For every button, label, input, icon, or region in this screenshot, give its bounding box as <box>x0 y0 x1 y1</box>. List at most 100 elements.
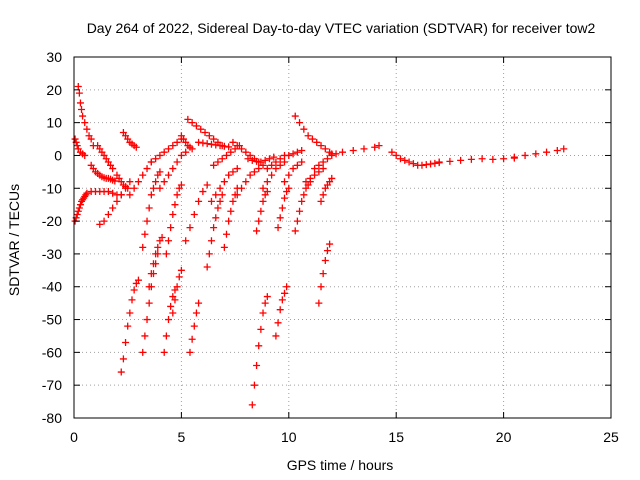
series-arc-g <box>96 178 134 228</box>
data-point <box>291 112 299 120</box>
data-point <box>132 143 140 151</box>
data-point <box>156 168 164 176</box>
series-arc-ap <box>302 165 327 186</box>
data-point <box>263 188 271 196</box>
data-point <box>156 151 164 159</box>
data-point <box>220 243 228 251</box>
data-point <box>311 171 319 179</box>
data-point <box>315 299 323 307</box>
series-arc-aw <box>510 145 568 161</box>
data-point <box>339 148 346 156</box>
data-point <box>289 150 297 158</box>
data-point <box>427 160 435 168</box>
data-point <box>261 156 269 164</box>
y-tick-label: 20 <box>46 82 62 98</box>
data-point <box>119 355 127 363</box>
data-point <box>435 158 443 166</box>
data-point <box>82 191 90 199</box>
data-point <box>216 142 224 150</box>
data-point <box>149 184 157 192</box>
series-arc-c <box>71 135 89 159</box>
data-point <box>242 178 250 186</box>
data-point <box>141 332 149 340</box>
data-point <box>162 250 170 258</box>
data-point <box>278 204 286 212</box>
series-arc-d <box>87 188 125 199</box>
y-tick-label: 0 <box>54 147 62 163</box>
data-point <box>212 141 220 149</box>
series-arc-ai <box>263 151 289 173</box>
data-point <box>126 309 134 317</box>
series-arc-ak <box>274 184 293 232</box>
y-axis-label: SDTVAR / TECUs <box>6 184 22 296</box>
data-point <box>223 151 231 159</box>
data-point <box>218 155 226 163</box>
data-point <box>216 184 224 192</box>
data-point <box>78 106 86 114</box>
data-point <box>122 339 130 347</box>
data-point <box>152 155 160 163</box>
data-point <box>147 158 155 166</box>
data-point <box>259 309 267 317</box>
data-point <box>446 157 454 165</box>
data-point <box>315 161 323 169</box>
data-point <box>205 250 213 258</box>
data-point <box>248 401 256 409</box>
data-point <box>175 273 183 281</box>
data-point <box>392 151 400 159</box>
data-point <box>313 138 321 146</box>
data-point <box>199 188 207 196</box>
data-point <box>255 165 263 173</box>
data-point <box>143 316 151 324</box>
data-point <box>218 191 226 199</box>
series-arc-v <box>186 299 203 356</box>
data-point <box>268 161 276 169</box>
data-point <box>457 156 465 164</box>
x-tick-label: 5 <box>178 429 186 445</box>
x-tick-label: 0 <box>70 429 78 445</box>
data-point <box>182 237 190 245</box>
data-point <box>177 181 185 189</box>
data-point <box>203 181 211 189</box>
series-arc-p <box>160 286 179 356</box>
data-point <box>109 165 117 173</box>
data-point <box>212 214 220 222</box>
data-point <box>263 293 271 301</box>
data-point <box>304 132 312 140</box>
data-point <box>401 156 409 164</box>
plot-frame <box>73 56 612 419</box>
data-point <box>173 283 181 291</box>
data-point <box>328 150 336 158</box>
data-point <box>190 322 198 330</box>
data-point <box>124 322 132 330</box>
data-point <box>109 204 117 212</box>
y-tick-label: 30 <box>46 49 62 65</box>
data-point <box>143 217 151 225</box>
data-point <box>173 191 181 199</box>
data-point <box>300 191 308 199</box>
series-arc-f <box>94 142 117 173</box>
series-arc-o <box>147 135 185 166</box>
series-arc-u <box>184 115 226 150</box>
data-point <box>201 128 209 136</box>
data-point <box>152 250 160 258</box>
series-arc-n <box>145 234 166 291</box>
series-arc-e <box>87 161 119 185</box>
data-point <box>272 332 280 340</box>
data-point <box>281 158 289 166</box>
data-point <box>145 299 153 307</box>
data-point <box>259 197 267 205</box>
data-point <box>422 161 430 169</box>
series-arc-i <box>119 128 140 151</box>
series-arc-at <box>328 142 383 158</box>
data-point <box>165 145 173 153</box>
data-point <box>124 184 132 192</box>
data-point <box>510 153 518 161</box>
data-point <box>126 178 134 186</box>
data-point <box>173 138 181 146</box>
data-point <box>210 224 218 232</box>
data-point <box>190 211 198 219</box>
data-point <box>158 234 166 241</box>
data-point <box>227 148 235 156</box>
data-point <box>467 155 475 163</box>
